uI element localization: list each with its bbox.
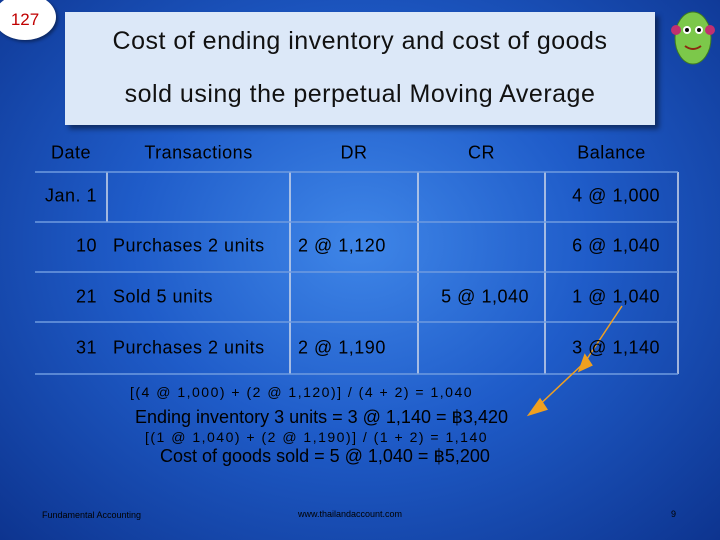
table-cell: 31 xyxy=(75,337,97,358)
table-cell: 21 xyxy=(75,286,97,307)
table-cell: Sold 5 units xyxy=(113,286,214,307)
mascot-icon xyxy=(671,11,715,65)
table-cell: Jan. 1 xyxy=(44,185,97,206)
title-box: Cost of ending inventory and cost of goo… xyxy=(65,12,655,125)
header-cell: CR xyxy=(468,142,495,163)
table-cell: Purchases 2 units xyxy=(113,235,265,256)
result: Cost of goods sold = 5 @ 1,040 = ฿5,200 xyxy=(160,446,490,466)
table-cell: 6 @ 1,040 xyxy=(572,235,660,256)
header-cell: Transactions xyxy=(144,142,253,163)
table-cell: 10 xyxy=(75,235,97,256)
header-cell: DR xyxy=(340,142,368,163)
title-line: sold using the perpetual Moving Average xyxy=(124,80,596,108)
table-cell: Purchases 2 units xyxy=(113,337,265,358)
footer-left: Fundamental Accounting xyxy=(42,510,142,520)
slide-number: 127 xyxy=(0,0,56,40)
table-cell: 2 @ 1,120 xyxy=(298,235,386,256)
table-cell: 3 @ 1,140 xyxy=(572,337,660,358)
formula: [(4 @ 1,000) + (2 @ 1,120)] / (4 + 2) = … xyxy=(130,384,474,400)
table-cell: 2 @ 1,190 xyxy=(298,337,386,358)
table-cell: 1 @ 1,040 xyxy=(572,286,660,307)
result: Ending inventory 3 units = 3 @ 1,140 = ฿… xyxy=(135,407,508,427)
table-cell: 5 @ 1,040 xyxy=(441,286,529,307)
table-cell: 4 @ 1,000 xyxy=(572,185,660,206)
formula: [(1 @ 1,040) + (2 @ 1,190)] / (1 + 2) = … xyxy=(145,429,489,445)
arrows xyxy=(526,305,623,417)
footer-center: www.thailandaccount.com xyxy=(298,509,403,519)
header-cell: Balance xyxy=(577,142,646,163)
title-line: Cost of ending inventory and cost of goo… xyxy=(112,27,608,55)
header-cell: Date xyxy=(50,142,92,163)
footer-right: 9 xyxy=(671,509,677,519)
